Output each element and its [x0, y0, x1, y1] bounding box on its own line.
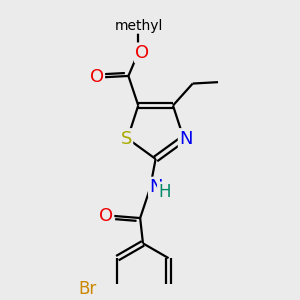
Text: methyl: methyl	[115, 19, 163, 33]
Text: H: H	[158, 183, 171, 201]
Text: O: O	[90, 68, 104, 86]
Text: Br: Br	[78, 280, 96, 298]
Text: N: N	[179, 130, 193, 148]
Text: O: O	[99, 207, 113, 225]
Text: N: N	[149, 178, 163, 196]
Text: S: S	[120, 130, 132, 148]
Text: O: O	[135, 44, 149, 62]
